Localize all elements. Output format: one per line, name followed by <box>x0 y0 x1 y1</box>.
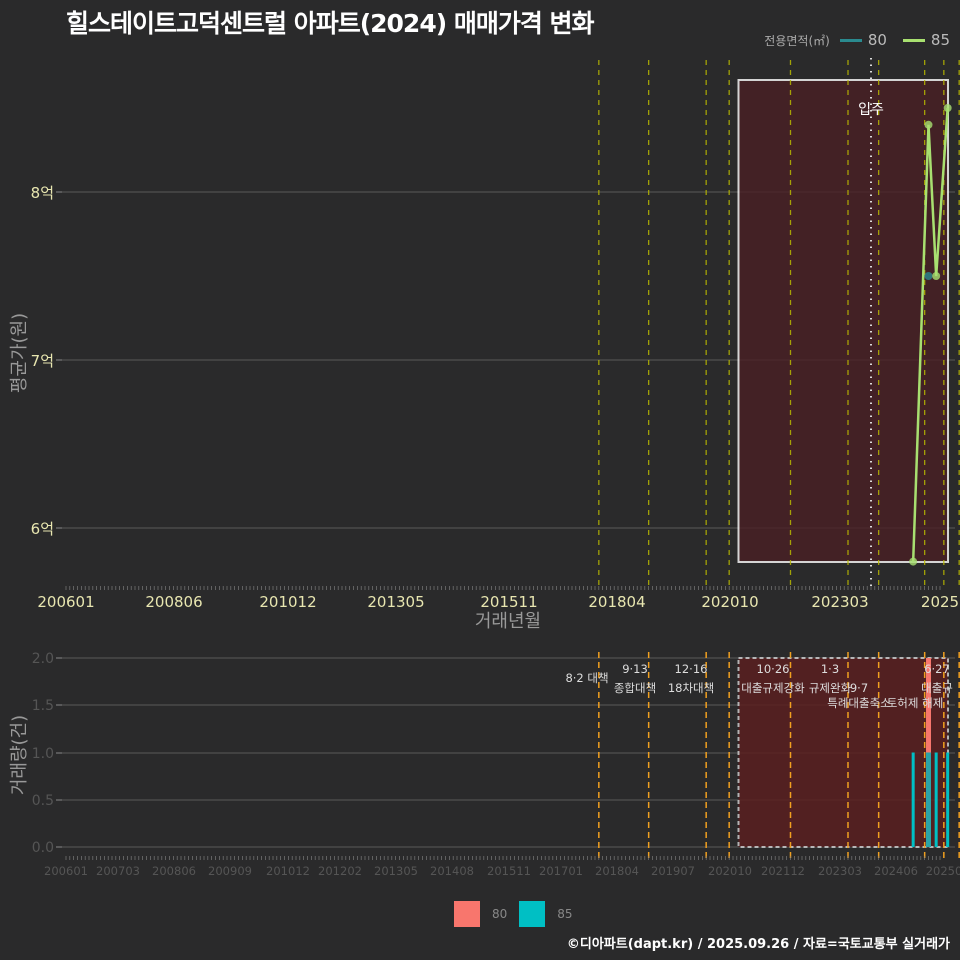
x-tick-label: 2025 <box>921 593 959 611</box>
y-tick-label: 1.5 <box>32 698 54 714</box>
policy-label: 9·7 <box>850 681 868 695</box>
bar-85 <box>926 753 931 848</box>
x-tick-label: 201305 <box>374 864 418 878</box>
y-tick-label: 8억 <box>31 184 54 202</box>
policy-label: 1·3 <box>821 662 839 676</box>
legend-box-80 <box>454 901 480 927</box>
y-axis-title-volume: 거래량(건) <box>5 705 31 805</box>
y-tick-label: 6억 <box>31 520 54 538</box>
x-tick-label: 202303 <box>811 593 868 611</box>
x-tick-label: 201408 <box>430 864 474 878</box>
move-in-label: 입주 <box>858 102 884 118</box>
x-tick-label: 202010 <box>701 593 758 611</box>
x-tick-label: 201804 <box>595 864 639 878</box>
policy-label: 18차대책 <box>668 681 714 695</box>
x-tick-label: 20250 <box>926 864 960 878</box>
policy-label: 규제완화 <box>809 681 852 695</box>
policy-label: 10·26 <box>757 662 790 676</box>
policy-label: 대출규 <box>921 681 953 695</box>
x-tick-label: 200703 <box>96 864 140 878</box>
y-tick-label: 0.0 <box>32 840 54 856</box>
data-point-85 <box>944 104 952 112</box>
bar-legend: 80 85 <box>454 901 585 927</box>
x-tick-label: 200806 <box>145 593 202 611</box>
x-tick-label: 201012 <box>266 864 310 878</box>
x-tick-label: 202303 <box>818 864 862 878</box>
y-tick-label: 1.0 <box>32 746 54 762</box>
policy-label: 6·27 <box>924 662 950 676</box>
y-tick-label: 7억 <box>31 352 54 370</box>
policy-label: 대출규제강화 <box>741 681 805 695</box>
x-tick-label: 202406 <box>874 864 918 878</box>
chart-canvas: 8억 7억 6억 입주 200601 200806 201012 201305 201511 20… <box>0 0 960 960</box>
data-point-85 <box>925 121 933 129</box>
x-tick-label: 201511 <box>487 864 531 878</box>
x-tick-label: 200601 <box>44 864 88 878</box>
y-tick-label: 0.5 <box>32 793 54 809</box>
bar-85 <box>935 753 938 848</box>
x-axis-title: 거래년월 <box>475 611 541 632</box>
bar-85 <box>946 753 949 848</box>
data-point-85 <box>932 272 940 280</box>
x-tick-label: 201012 <box>259 593 316 611</box>
legend-box-85 <box>519 901 545 927</box>
x-tick-label: 201202 <box>318 864 362 878</box>
x-tick-label: 200909 <box>208 864 252 878</box>
data-point-80 <box>925 272 933 280</box>
policy-label: 9·13 <box>622 662 648 676</box>
x-tick-label: 202010 <box>708 864 752 878</box>
y-tick-label: 2.0 <box>32 651 54 667</box>
y-axis-title-price: 평균가(원) <box>5 303 31 403</box>
x-tick-label: 200806 <box>152 864 196 878</box>
x-tick-label: 201511 <box>480 593 537 611</box>
legend-bar-label-85: 85 <box>557 907 572 921</box>
legend-bar-label-80: 80 <box>492 907 507 921</box>
policy-label: 특례대출축소 <box>827 696 890 710</box>
footer-credit: ©디아파트(dapt.kr) / 2025.09.26 / 자료=국토교통부 실… <box>567 933 950 952</box>
x-tick-label: 200601 <box>37 593 94 611</box>
bar-85 <box>912 753 915 848</box>
x-tick-label: 202112 <box>761 864 805 878</box>
x-tick-label: 201305 <box>367 593 424 611</box>
policy-label: 12·16 <box>675 662 708 676</box>
x-tick-label: 201804 <box>588 593 645 611</box>
x-tick-label: 201907 <box>651 864 695 878</box>
policy-label: 8·2 대책 <box>565 671 608 685</box>
policy-label: 토허제 해제 <box>887 696 944 710</box>
data-point-85 <box>909 558 917 566</box>
policy-label: 종합대책 <box>614 681 656 695</box>
x-tick-label: 201701 <box>539 864 583 878</box>
